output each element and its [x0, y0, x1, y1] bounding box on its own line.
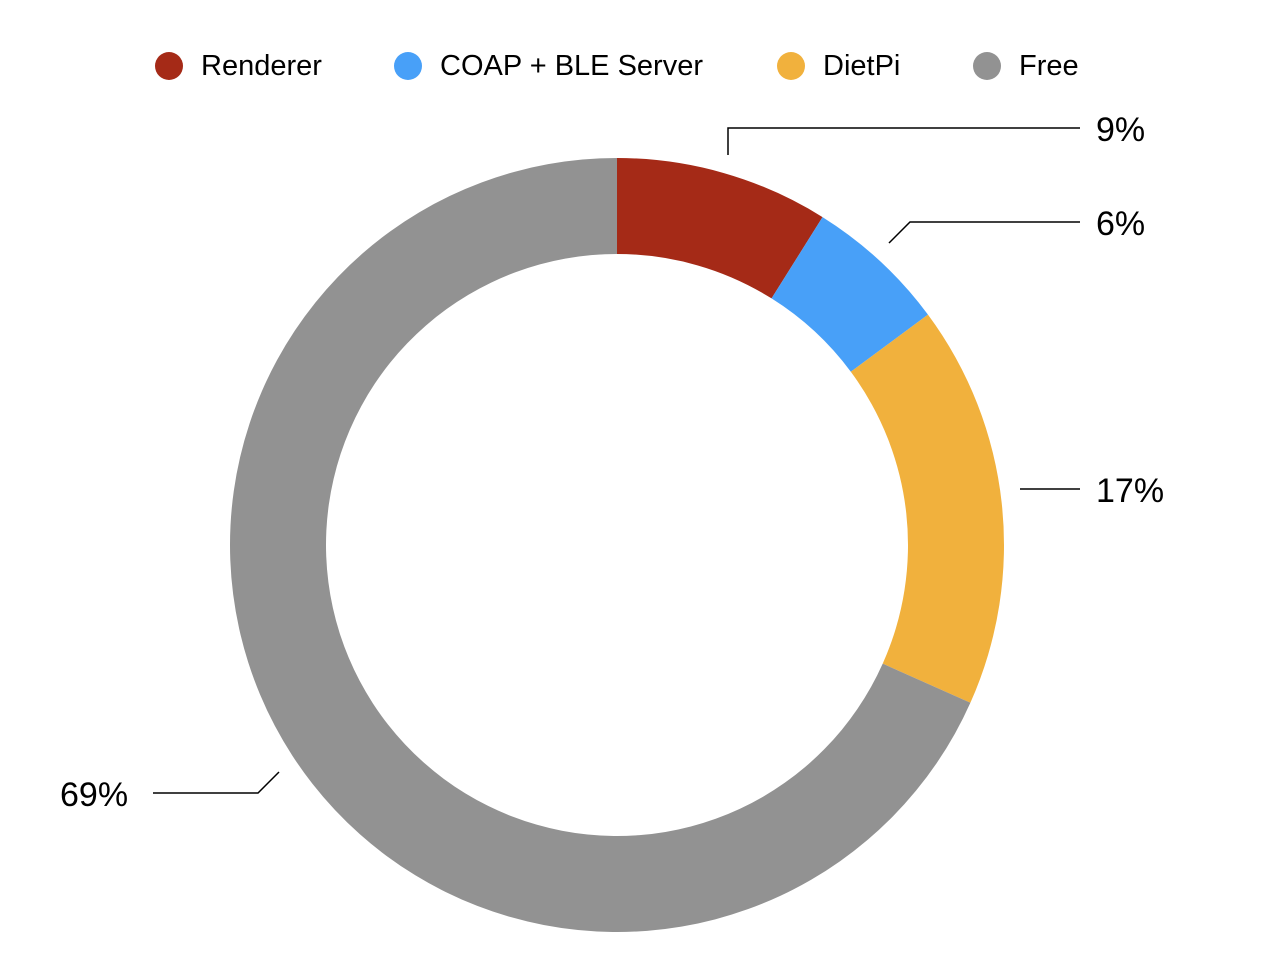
- data-label-coap-ble-server: 6%: [1096, 205, 1145, 243]
- data-label-dietpi: 17%: [1096, 472, 1164, 510]
- leader-line-coap-ble-server: [888, 221, 1080, 244]
- leader-lines: [153, 127, 1080, 794]
- legend-item-dietpi: DietPi: [777, 44, 900, 88]
- slice-renderer: [617, 158, 823, 299]
- legend-label-renderer: Renderer: [201, 49, 322, 82]
- legend-label-coap-ble-server: COAP + BLE Server: [440, 49, 703, 82]
- legend-swatch-free: [973, 52, 1001, 80]
- legend-label-dietpi: DietPi: [823, 49, 901, 82]
- slice-coap-ble-server: [771, 217, 928, 372]
- data-labels: 9% 6% 17% 69%: [60, 111, 1164, 814]
- legend-item-renderer: Renderer: [155, 44, 322, 88]
- leader-line-renderer: [727, 127, 1080, 155]
- legend-swatch-coap-ble-server: [394, 52, 422, 80]
- legend-swatch-renderer: [155, 52, 183, 80]
- donut-slices: [230, 158, 1004, 932]
- chart-legend: Renderer COAP + BLE Server DietPi Free: [0, 44, 1286, 88]
- slice-dietpi: [850, 314, 1004, 703]
- legend-label-free: Free: [1019, 49, 1079, 82]
- legend-swatch-dietpi: [777, 52, 805, 80]
- leader-line-free: [153, 771, 280, 794]
- legend-item-coap-ble-server: COAP + BLE Server: [394, 44, 703, 88]
- data-label-free: 69%: [60, 776, 128, 814]
- legend-item-free: Free: [973, 44, 1079, 88]
- data-label-renderer: 9%: [1096, 111, 1145, 149]
